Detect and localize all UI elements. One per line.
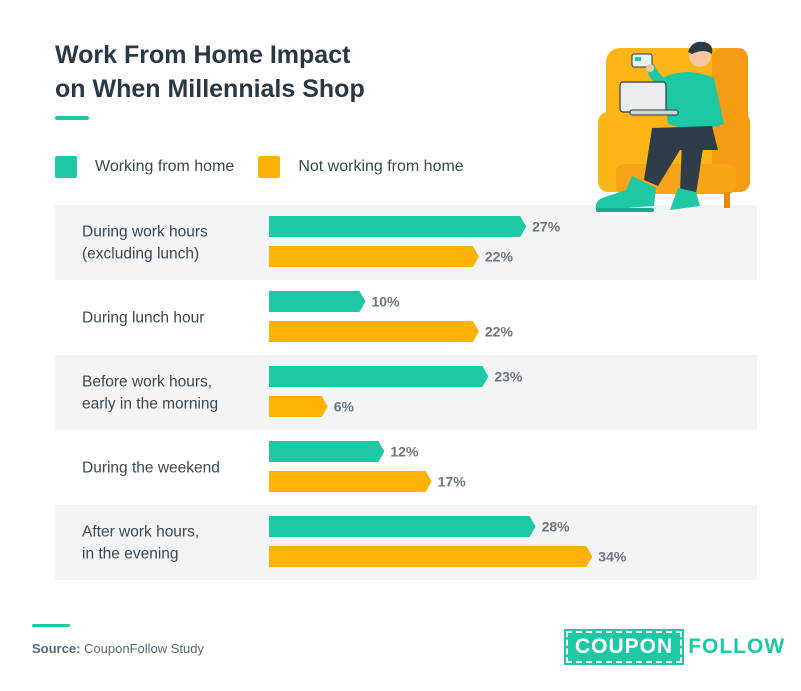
category-label-0-line-0: During work hours	[82, 224, 208, 241]
chart-title-line-1: Work From Home Impact	[55, 41, 351, 69]
category-label-2-line-0: Before work hours,	[82, 374, 212, 391]
bar-not-working-from-home-0	[269, 246, 479, 267]
title-underline-divider	[55, 116, 89, 120]
value-label-working-from-home-2: 23%	[494, 369, 523, 385]
value-label-not-working-from-home-2: 6%	[334, 399, 355, 415]
bar-not-working-from-home-1	[269, 321, 479, 342]
source-divider	[32, 624, 70, 627]
couponfollow-logo: COUPON FOLLOW	[563, 629, 786, 665]
bar-working-from-home-4	[269, 516, 536, 537]
category-label-1-line-0: During lunch hour	[82, 310, 204, 327]
bar-not-working-from-home-2	[269, 396, 328, 417]
legend-item-not-working-from-home: Not working from home	[258, 156, 464, 178]
category-label-3-line-0: During the weekend	[82, 460, 220, 477]
source-note: Source: CouponFollow Study	[32, 641, 204, 656]
value-label-working-from-home-1: 10%	[372, 294, 401, 310]
source-key: Source:	[32, 641, 81, 656]
logo-coupon-part: COUPON	[563, 629, 685, 665]
bar-working-from-home-0	[269, 216, 527, 237]
legend-item-working-from-home: Working from home	[55, 156, 234, 178]
value-label-working-from-home-3: 12%	[390, 444, 419, 460]
category-label-2-line-1: early in the morning	[82, 396, 218, 413]
value-label-not-working-from-home-3: 17%	[438, 474, 467, 490]
bar-not-working-from-home-3	[269, 471, 432, 492]
legend-swatch-not-working-from-home	[258, 156, 281, 178]
value-label-not-working-from-home-1: 22%	[485, 324, 514, 340]
bar-working-from-home-1	[269, 291, 366, 312]
value-label-not-working-from-home-0: 22%	[485, 249, 514, 265]
chart-legend: Working from home Not working from home	[55, 153, 488, 181]
value-label-working-from-home-0: 27%	[532, 219, 561, 235]
value-label-working-from-home-4: 28%	[542, 519, 571, 535]
bar-working-from-home-3	[269, 441, 385, 462]
logo-follow-part: FOLLOW	[688, 635, 786, 658]
value-label-not-working-from-home-4: 34%	[598, 549, 627, 565]
chart-title-line-2: on When Millennials Shop	[55, 75, 365, 103]
source-text: CouponFollow Study	[84, 641, 204, 656]
chart-title: Work From Home Impact on When Millennial…	[55, 38, 475, 106]
category-label-4-line-1: in the evening	[82, 546, 179, 563]
person-on-armchair-with-laptop-icon	[595, 41, 750, 212]
bar-working-from-home-2	[269, 366, 489, 387]
legend-label-not-working-from-home: Not working from home	[298, 158, 464, 175]
legend-label-working-from-home: Working from home	[95, 158, 235, 175]
category-label-4-line-0: After work hours,	[82, 524, 199, 541]
category-label-0-line-1: (excluding lunch)	[82, 246, 199, 263]
bar-not-working-from-home-4	[269, 546, 593, 567]
legend-swatch-working-from-home	[55, 156, 77, 178]
